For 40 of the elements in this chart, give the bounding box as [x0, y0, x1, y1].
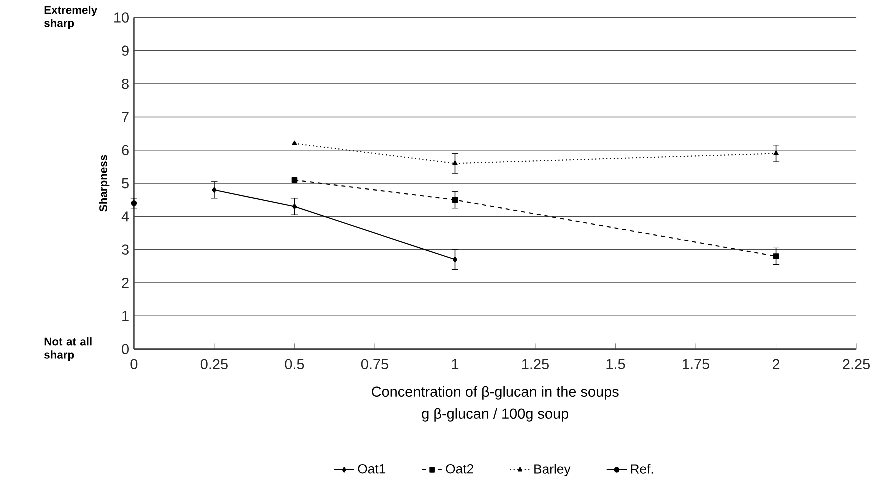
text: g β-glucan / 100g soup — [422, 408, 568, 422]
legend-label: Ref. — [631, 464, 654, 474]
point — [774, 151, 779, 156]
x-tick-label: 0.5 — [285, 359, 304, 370]
legend-label: Oat1 — [358, 464, 386, 474]
y-tick-label: 5 — [122, 178, 129, 189]
y-tick-label: 7 — [122, 112, 129, 122]
text: Not at all sharp — [44, 338, 92, 362]
point — [452, 257, 458, 263]
y-tick-label: 2 — [122, 278, 129, 288]
text: Extremely sharp — [44, 6, 98, 30]
point — [452, 160, 458, 166]
legend-label: Barley — [534, 464, 571, 477]
point — [452, 197, 458, 204]
point — [131, 200, 138, 207]
y-tick-label: 10 — [114, 12, 129, 24]
y-tick-label: 8 — [122, 79, 129, 90]
x-tick-label: 0.25 — [200, 359, 228, 370]
y-axis-title: Sharpness — [99, 156, 110, 212]
x-tick-label: 1.25 — [522, 359, 549, 370]
y-tick-label: 6 — [122, 145, 129, 156]
x-tick-label: 1.75 — [683, 359, 710, 370]
y-tick-label: 3 — [122, 244, 129, 256]
y-tick-label: 1 — [122, 311, 129, 322]
point — [292, 204, 298, 210]
x-tick-label: 2.25 — [843, 359, 870, 370]
point — [773, 254, 780, 260]
point — [212, 187, 217, 194]
x-tick-label: 1.5 — [606, 359, 626, 370]
point — [292, 141, 298, 146]
point — [292, 178, 298, 184]
x-tick-label: 2 — [772, 359, 780, 370]
legend-label: Oat2 — [446, 464, 474, 474]
y-tick-label: 4 — [122, 212, 130, 222]
x-tick-label: 1 — [452, 359, 459, 370]
x-axis-title: Concentration of β-glucan in the soups — [372, 386, 619, 400]
x-tick-label: 0.75 — [361, 359, 388, 370]
y-tick-label: 0 — [122, 344, 129, 355]
y-tick-label: 9 — [122, 46, 129, 56]
x-tick-label: 0 — [130, 359, 138, 370]
